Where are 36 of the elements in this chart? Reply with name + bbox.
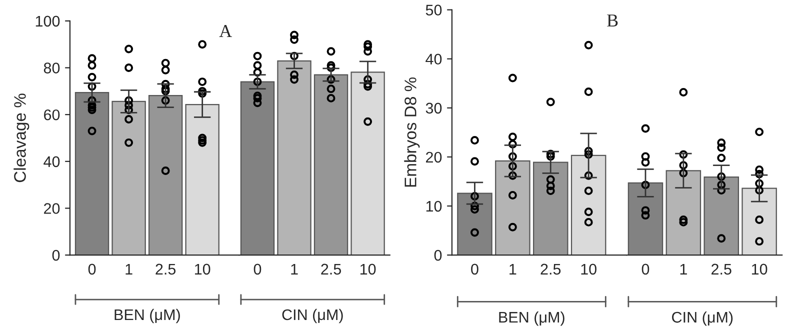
chart-title: B — [607, 14, 618, 26]
x-tick-label: 10 — [195, 264, 210, 275]
x-tick-label: 1 — [680, 264, 687, 274]
x-axis-title: BEN (μM) — [499, 311, 564, 326]
x-axis-title: BEN (μM) — [114, 308, 180, 324]
y-axis-title: Embryos D8 % — [404, 77, 420, 187]
y-tick-label: 80 — [44, 62, 60, 74]
x-tick-label: 0 — [642, 264, 650, 275]
y-tick-label: 0 — [52, 250, 60, 261]
x-tick-label: 0 — [471, 264, 478, 275]
y-tick-label: 100 — [36, 16, 60, 27]
y-tick-label: 30 — [426, 102, 442, 114]
x-tick-label: 10 — [581, 264, 596, 275]
y-tick-label: 0 — [434, 250, 442, 261]
x-tick-label: 2.5 — [321, 264, 342, 275]
x-tick-label: 1 — [510, 264, 516, 274]
x-tick-label: 1 — [291, 264, 298, 274]
y-tick-label: 40 — [44, 156, 60, 168]
y-tick-label: 60 — [44, 109, 60, 120]
y-axis-title: Cleavage % — [14, 94, 30, 182]
y-tick-label: 20 — [44, 203, 60, 214]
x-tick-label: 0 — [254, 264, 262, 275]
x-tick-label: 10 — [360, 264, 376, 275]
x-tick-label: 1 — [126, 264, 132, 274]
x-tick-label: 2.5 — [156, 264, 176, 275]
y-tick-label: 10 — [426, 200, 442, 212]
x-tick-label: 0 — [88, 264, 96, 275]
x-tick-label: 2.5 — [540, 264, 561, 275]
x-axis-title: CIN (μM) — [672, 311, 733, 326]
y-tick-label: 40 — [426, 54, 442, 65]
y-tick-label: 50 — [426, 4, 442, 16]
chart-title: A — [219, 25, 232, 37]
x-tick-label: 2.5 — [712, 264, 732, 275]
x-tick-label: 10 — [752, 264, 768, 275]
y-tick-label: 20 — [426, 152, 442, 163]
x-axis-title: CIN (μM) — [282, 308, 343, 324]
